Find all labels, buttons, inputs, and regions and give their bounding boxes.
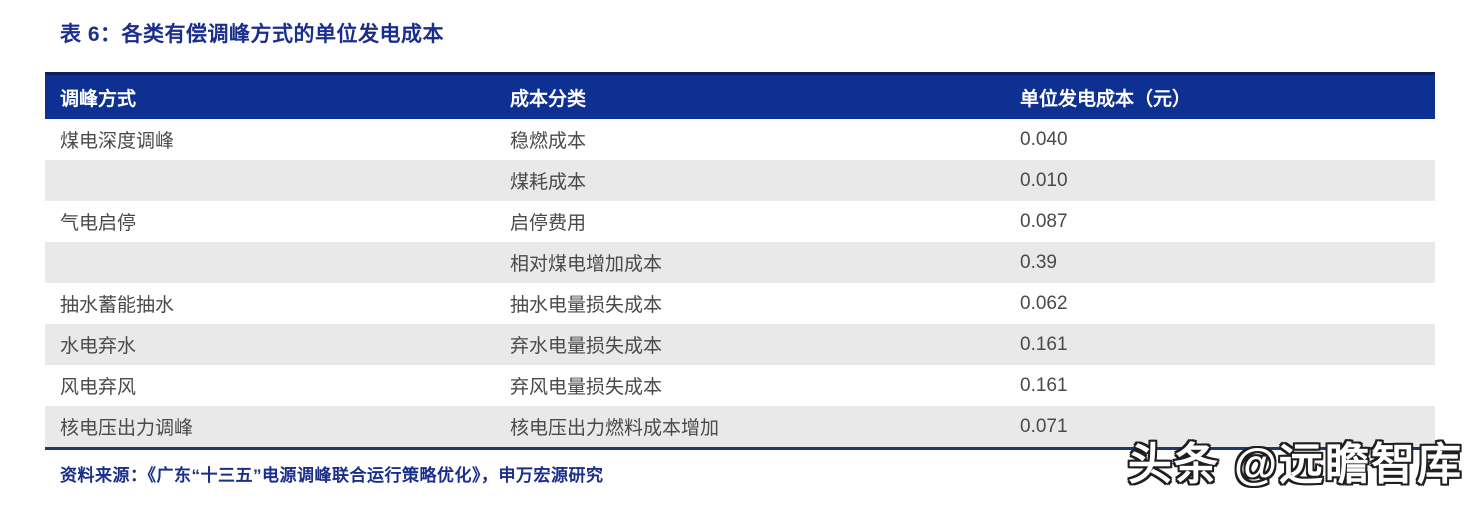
table-cell-method: 煤电深度调峰 bbox=[60, 131, 175, 152]
watermark-text: 头条 @远瞻智库 bbox=[1127, 439, 1463, 490]
table-body: 煤电深度调峰 稳燃成本 0.040 煤耗成本 0.010 气电启停 启停费用 0.087 相对煤… bbox=[45, 119, 1435, 450]
table-cell-cost-category: 煤耗成本 bbox=[510, 172, 587, 193]
table-cell-unit-cost: 0.087 bbox=[1020, 210, 1068, 232]
table-cell-cost-category: 稳燃成本 bbox=[510, 131, 587, 152]
table-cell-unit-cost: 0.071 bbox=[1020, 415, 1068, 437]
table-cell-cost-category: 弃水电量损失成本 bbox=[510, 336, 663, 357]
table-cell-method: 水电弃水 bbox=[60, 336, 137, 357]
column-header-method: 调峰方式 bbox=[60, 88, 137, 110]
peak-shaving-cost-table: 调峰方式 成本分类 单位发电成本（元） 煤电深度调峰 稳燃成本 0.040 煤耗成本 0… bbox=[45, 72, 1435, 450]
table-cell-method: 核电压出力调峰 bbox=[60, 418, 194, 439]
table-cell-unit-cost: 0.161 bbox=[1020, 374, 1068, 396]
table-title: 表 6：各类有偿调峰方式的单位发电成本 bbox=[60, 23, 445, 46]
table-cell-cost-category: 相对煤电增加成本 bbox=[510, 254, 663, 275]
table-cell-cost-category: 启停费用 bbox=[510, 213, 587, 234]
table-row: 核电压出力调峰 核电压出力燃料成本增加 0.071 bbox=[45, 406, 1435, 447]
table-row: 水电弃水 弃水电量损失成本 0.161 bbox=[45, 324, 1435, 365]
source-note: 资料来源：《广东“十三五”电源调峰联合运行策略优化》，申万宏源研究 bbox=[60, 466, 604, 485]
table-row: 煤耗成本 0.010 bbox=[45, 160, 1435, 201]
table-cell-method: 气电启停 bbox=[60, 213, 137, 234]
table-cell-unit-cost: 0.010 bbox=[1020, 169, 1068, 191]
table-cell-unit-cost: 0.161 bbox=[1020, 333, 1068, 355]
table-cell-unit-cost: 0.39 bbox=[1020, 251, 1057, 273]
table-row: 煤电深度调峰 稳燃成本 0.040 bbox=[45, 119, 1435, 160]
table-cell-cost-category: 核电压出力燃料成本增加 bbox=[510, 418, 720, 439]
table-cell-unit-cost: 0.040 bbox=[1020, 128, 1068, 150]
table-row: 相对煤电增加成本 0.39 bbox=[45, 242, 1435, 283]
table-cell-cost-category: 弃风电量损失成本 bbox=[510, 377, 663, 398]
table-row: 抽水蓄能抽水 抽水电量损失成本 0.062 bbox=[45, 283, 1435, 324]
table-header-row: 调峰方式 成本分类 单位发电成本（元） bbox=[45, 72, 1435, 119]
table-cell-method: 抽水蓄能抽水 bbox=[60, 295, 175, 316]
table-cell-method: 风电弃风 bbox=[60, 377, 137, 398]
column-header-unit-cost: 单位发电成本（元） bbox=[1020, 88, 1192, 110]
table-row: 气电启停 启停费用 0.087 bbox=[45, 201, 1435, 242]
table-cell-unit-cost: 0.062 bbox=[1020, 292, 1068, 314]
column-header-cost-category: 成本分类 bbox=[510, 88, 587, 110]
table-cell-cost-category: 抽水电量损失成本 bbox=[510, 295, 663, 316]
table-row: 风电弃风 弃风电量损失成本 0.161 bbox=[45, 365, 1435, 406]
